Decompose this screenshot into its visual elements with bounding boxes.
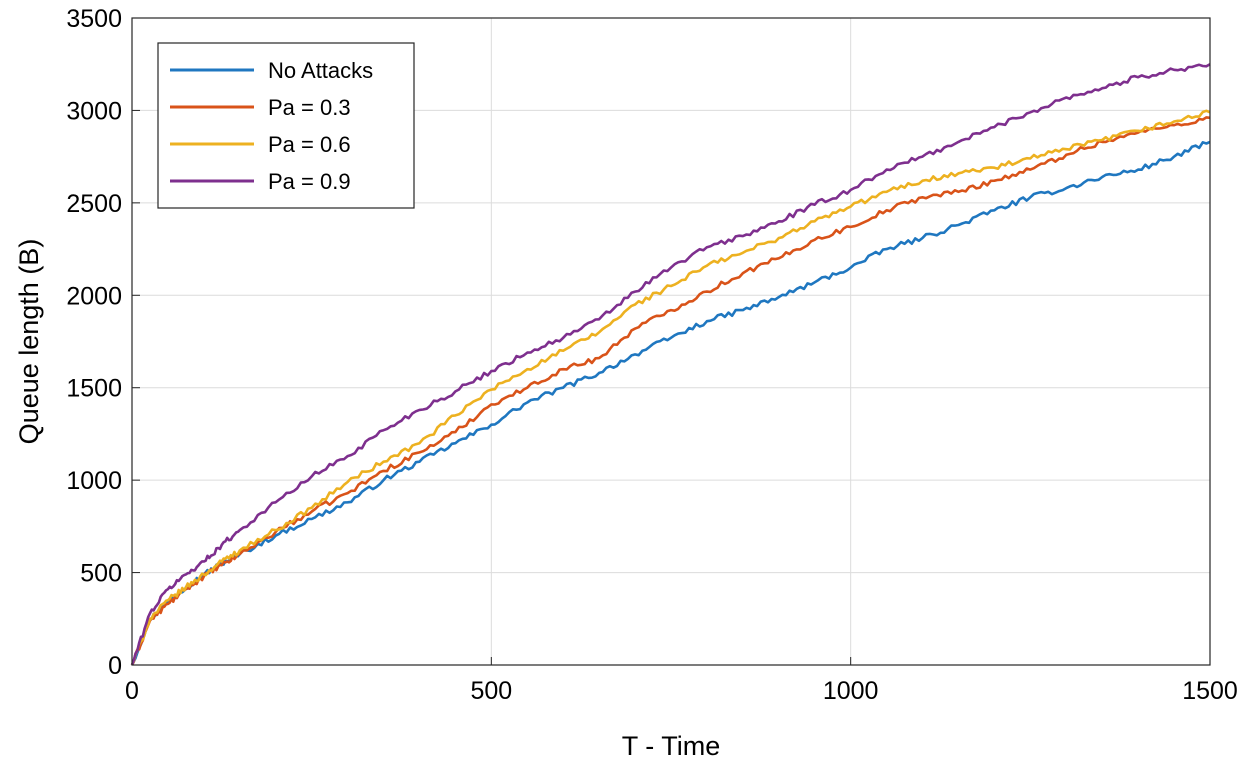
series-layer [130,63,1211,666]
y-tick-label: 1000 [66,467,122,495]
series-line-pa-0-6 [130,109,1211,666]
x-tick-label: 1000 [823,677,879,705]
legend-label: No Attacks [268,58,373,83]
legend-label: Pa = 0.6 [268,132,351,157]
axis-ticks: 0 500 1000 1500 0 500 1000 1500 2000 2500 3000 3500 [66,5,1237,705]
series-line-pa-0-9 [130,63,1211,666]
series-line-pa-0-3 [130,116,1211,666]
x-axis-label: T - Time [622,731,721,761]
legend-label: Pa = 0.9 [268,169,351,194]
legend: No Attacks Pa = 0.3 Pa = 0.6 Pa = 0.9 [157,42,415,209]
y-tick-label: 500 [80,560,122,588]
y-tick-label: 0 [108,652,122,680]
y-tick-label: 2500 [66,190,122,218]
y-tick-label: 1500 [66,375,122,403]
plot-frame [131,17,1211,666]
x-tick-label: 0 [125,677,139,705]
x-tick-label: 1500 [1182,677,1238,705]
x-tick-label: 500 [470,677,512,705]
y-axis-label: Queue length (B) [14,239,44,445]
y-tick-label: 3000 [66,97,122,125]
legend-label: Pa = 0.3 [268,95,351,120]
y-tick-label: 2000 [66,282,122,310]
y-tick-label: 3500 [66,5,122,33]
